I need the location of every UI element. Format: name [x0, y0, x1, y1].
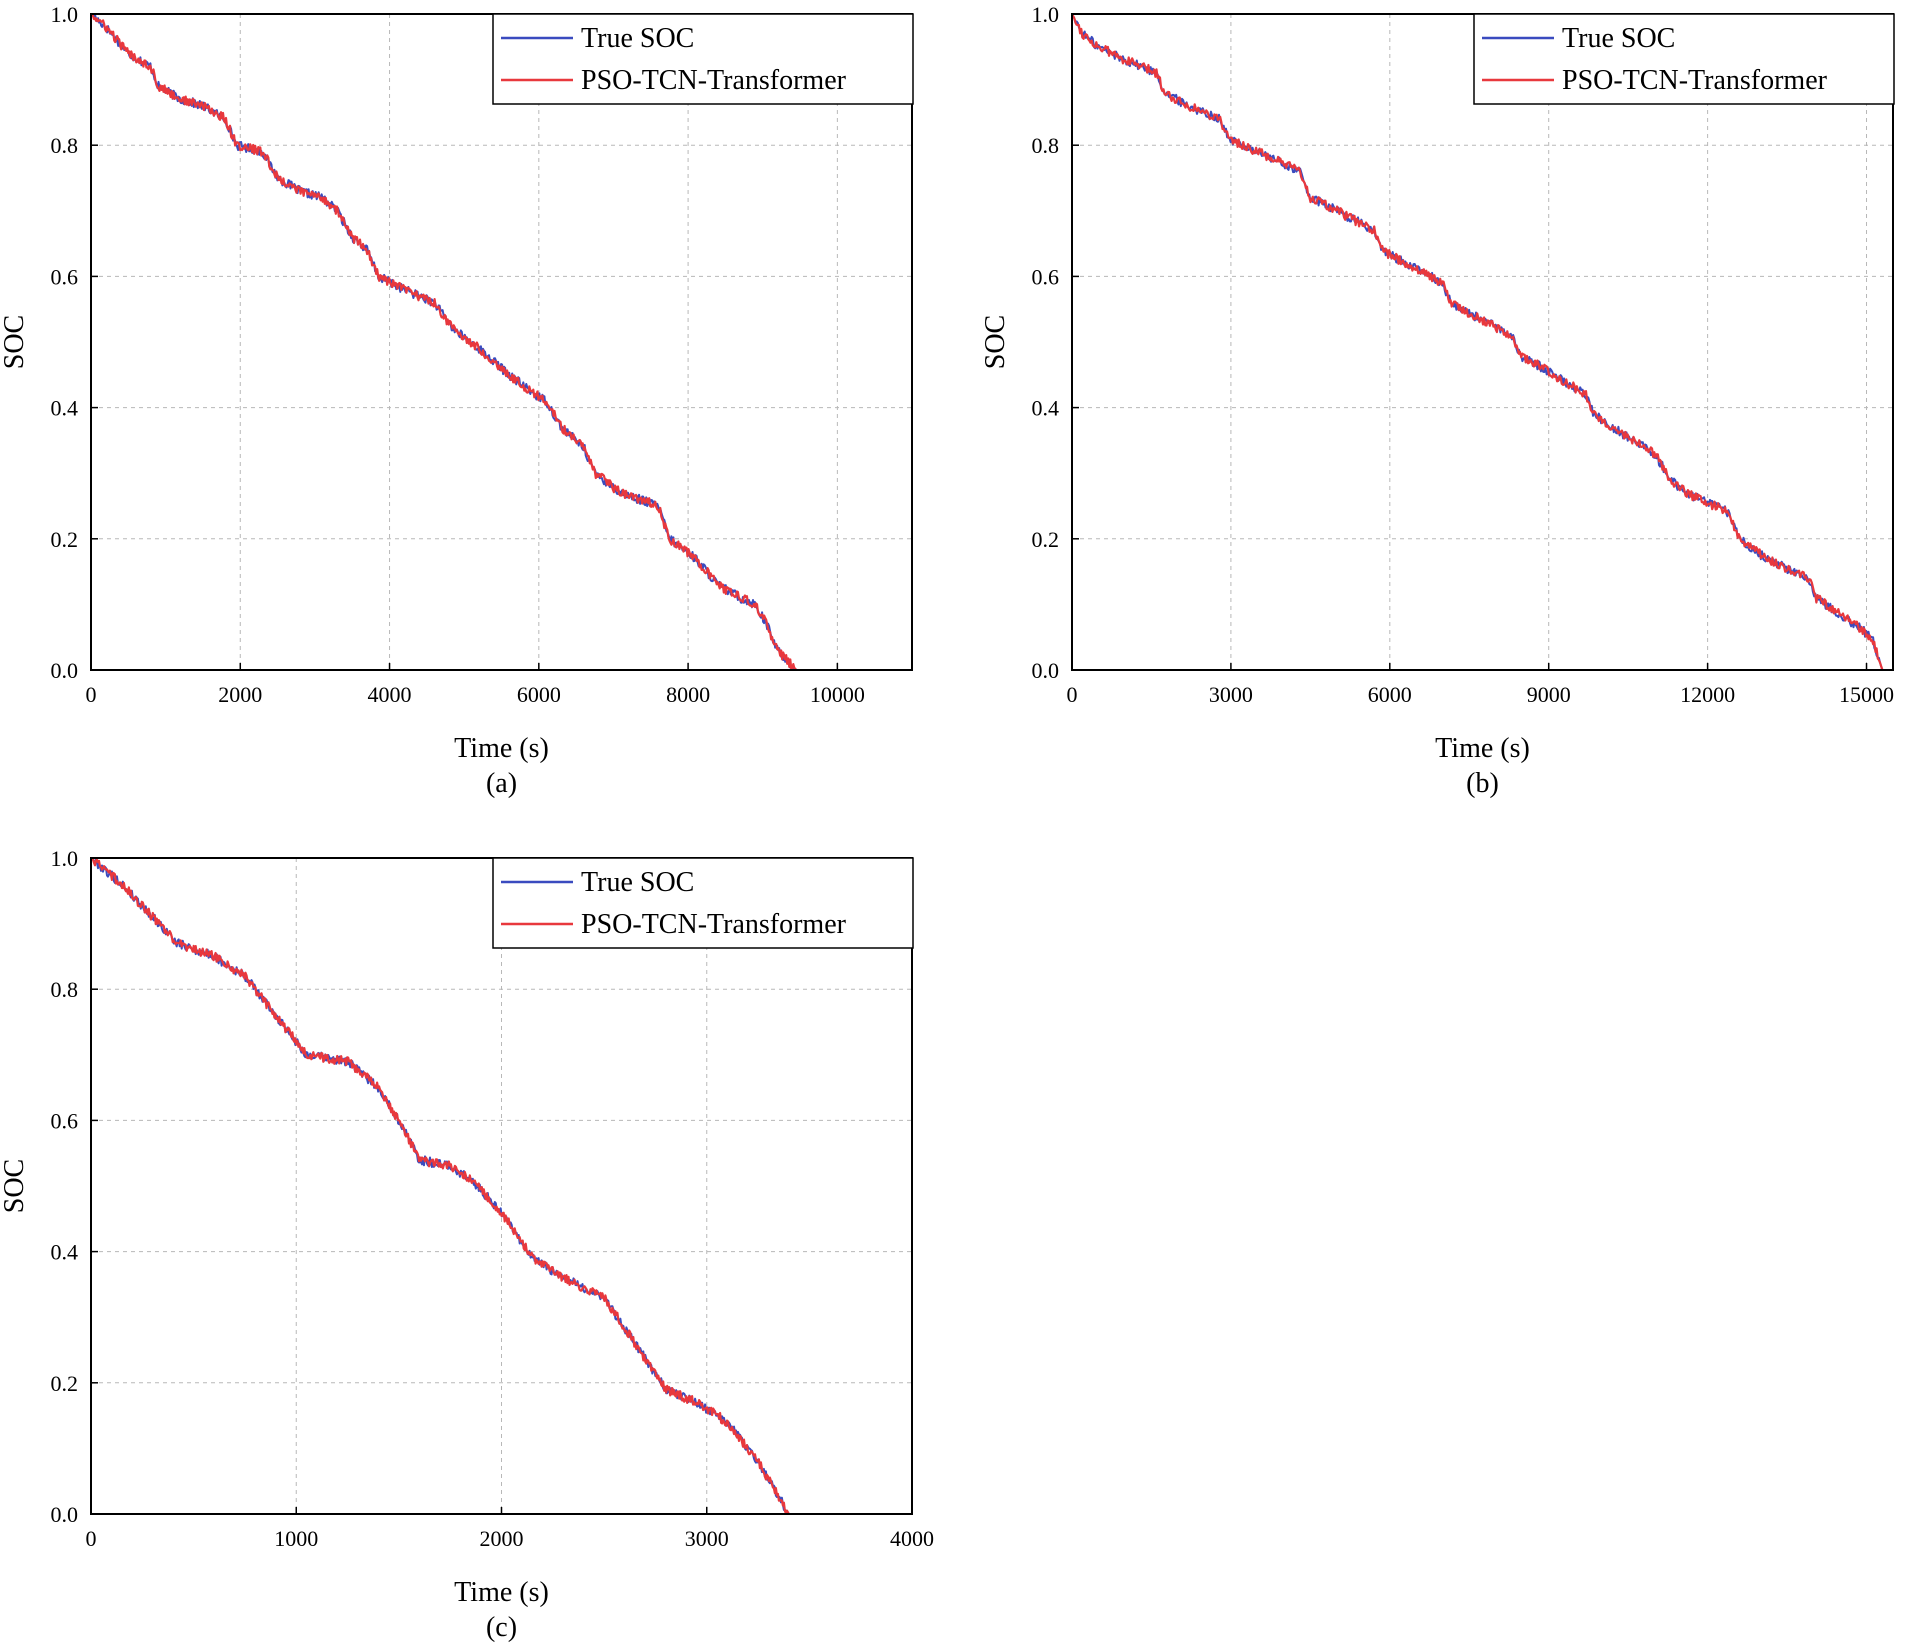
y-tick-label: 0.0	[51, 1502, 79, 1527]
legend-box	[492, 857, 914, 949]
legend: True SOC PSO-TCN-Transformer	[1473, 13, 1895, 105]
y-tick-label: 0.4	[51, 1240, 79, 1265]
x-tick-label: 6000	[1368, 682, 1412, 707]
plot-frame	[1071, 13, 1894, 671]
y-axis-title: SOC	[980, 315, 1011, 369]
y-tick-label: 0.2	[51, 527, 79, 552]
y-tick-label: 0.2	[1032, 527, 1060, 552]
x-tick-label: 2000	[480, 1526, 524, 1551]
y-axis-title: SOC	[0, 315, 30, 369]
panel-label: (a)	[486, 768, 517, 799]
legend-box	[1473, 13, 1895, 105]
series-line-true-soc	[1071, 13, 1884, 671]
legend-label: True SOC	[581, 23, 694, 54]
y-axis-title: SOC	[0, 1159, 30, 1213]
x-tick-label: 1000	[274, 1526, 318, 1551]
x-tick-label: 6000	[517, 682, 561, 707]
panel-label: (b)	[1466, 768, 1499, 799]
y-tick-label: 0.8	[51, 977, 79, 1002]
y-tick-label: 0.8	[51, 133, 79, 158]
x-tick-label: 0	[86, 1526, 97, 1551]
x-tick-label: 12000	[1680, 682, 1735, 707]
y-tick-label: 0.4	[1032, 396, 1060, 421]
x-tick-label: 4000	[890, 1526, 934, 1551]
y-tick-label: 0.6	[51, 264, 79, 289]
x-tick-label: 10000	[810, 682, 865, 707]
x-tick-label: 0	[1067, 682, 1078, 707]
x-tick-label: 3000	[1209, 682, 1253, 707]
x-tick-label: 3000	[685, 1526, 729, 1551]
x-axis-title: Time (s)	[1435, 733, 1530, 764]
panel-label: (c)	[486, 1612, 517, 1643]
x-tick-label: 8000	[666, 682, 710, 707]
series-line-pso-tcn-transformer	[90, 13, 798, 671]
chart-panel-c: 0 1000 2000 3000 4000 0.0 0.2 0.4 0.6 0.8 1.0 Time …	[0, 846, 934, 1643]
legend-box	[492, 13, 914, 105]
chart-panel-a: 0 2000 4000 6000 8000 10000 0.0 0.2 0.4 0.6 0.8 1.0…	[0, 2, 914, 799]
y-tick-label: 0.8	[1032, 133, 1060, 158]
x-tick-label: 9000	[1527, 682, 1571, 707]
x-tick-label: 4000	[368, 682, 412, 707]
y-tick-label: 1.0	[51, 2, 79, 27]
y-tick-label: 1.0	[51, 846, 79, 871]
y-tick-label: 0.2	[51, 1371, 79, 1396]
legend-label: PSO-TCN-Transformer	[581, 65, 847, 96]
legend: True SOC PSO-TCN-Transformer	[492, 13, 914, 105]
chart-panel-b: 0 3000 6000 9000 12000 15000 0.0 0.2 0.4 0.6 0.8 1.…	[980, 2, 1895, 799]
legend-label: True SOC	[581, 867, 694, 898]
x-tick-label: 2000	[218, 682, 262, 707]
legend: True SOC PSO-TCN-Transformer	[492, 857, 914, 949]
y-tick-label: 0.6	[1032, 264, 1060, 289]
x-tick-label: 0	[86, 682, 97, 707]
series-line-pso-tcn-transformer	[1071, 13, 1884, 671]
y-tick-label: 0.0	[51, 658, 79, 683]
y-tick-label: 0.0	[1032, 658, 1060, 683]
y-tick-label: 1.0	[1032, 2, 1060, 27]
y-tick-label: 0.4	[51, 396, 79, 421]
x-axis-title: Time (s)	[454, 1577, 549, 1608]
legend-label: PSO-TCN-Transformer	[1562, 65, 1828, 96]
series-line-true-soc	[90, 857, 790, 1515]
legend-label: PSO-TCN-Transformer	[581, 909, 847, 940]
x-axis-title: Time (s)	[454, 733, 549, 764]
y-tick-label: 0.6	[51, 1108, 79, 1133]
legend-label: True SOC	[1562, 23, 1675, 54]
series-line-true-soc	[90, 13, 798, 671]
series-line-pso-tcn-transformer	[90, 857, 790, 1515]
x-tick-label: 15000	[1839, 682, 1894, 707]
